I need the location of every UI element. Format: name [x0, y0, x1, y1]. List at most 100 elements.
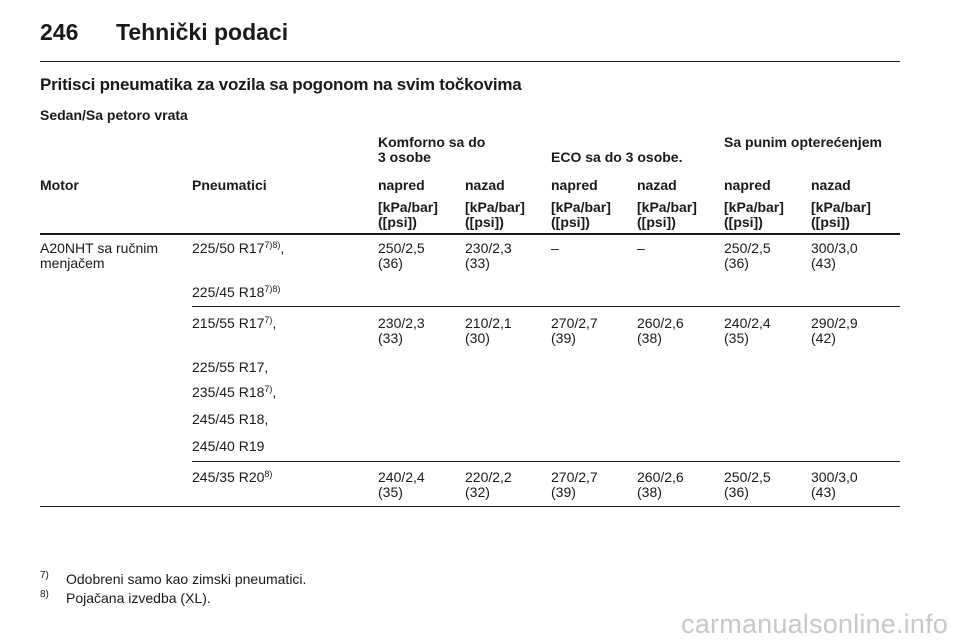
- pressure-cell: 250/2,5 (36): [724, 241, 771, 271]
- pressure-value: 250/2,5: [724, 469, 771, 485]
- pressure-psi: (42): [811, 330, 836, 346]
- column-header-rear: nazad: [637, 177, 677, 193]
- pressure-cell: 240/2,4 (35): [724, 316, 771, 346]
- pressure-psi: (35): [724, 330, 749, 346]
- unit-header: [kPa/bar] ([psi]): [724, 200, 784, 230]
- unit-header: [kPa/bar] ([psi]): [378, 200, 438, 230]
- unit-label: [kPa/bar]: [637, 199, 697, 215]
- motor-line2: menjačem: [40, 255, 105, 271]
- pressure-cell: 270/2,7 (39): [551, 316, 598, 346]
- footnote-ref: 7)8): [264, 284, 281, 294]
- pressure-cell: 250/2,5 (36): [378, 241, 425, 271]
- unit-header: [kPa/bar] ([psi]): [465, 200, 525, 230]
- unit-label-psi: ([psi]): [811, 214, 850, 230]
- unit-label-psi: ([psi]): [465, 214, 504, 230]
- column-header-front: napred: [378, 177, 425, 193]
- unit-header: [kPa/bar] ([psi]): [637, 200, 697, 230]
- group-header-komforno: Komforno sa do 3 osobe: [378, 135, 485, 165]
- tyre-size-text: 225/45 R18: [192, 284, 265, 300]
- pressure-psi: (35): [378, 484, 403, 500]
- pressure-cell: 300/3,0 (43): [811, 241, 858, 271]
- table-header-rule: [40, 233, 900, 235]
- tyre-size: 225/55 R17,: [192, 360, 268, 375]
- page-number: 246: [40, 19, 79, 45]
- pressure-value: 300/3,0: [811, 469, 858, 485]
- pressure-value: –: [551, 240, 559, 256]
- pressure-value: –: [637, 240, 645, 256]
- pressure-psi: (30): [465, 330, 490, 346]
- pressure-psi: (39): [551, 330, 576, 346]
- pressure-value: 250/2,5: [724, 240, 771, 256]
- footnote-mark: 8): [40, 589, 49, 600]
- pressure-value: 240/2,4: [378, 469, 425, 485]
- group-divider: [192, 306, 900, 307]
- unit-label: [kPa/bar]: [811, 199, 871, 215]
- pressure-psi: (39): [551, 484, 576, 500]
- pressure-value: 260/2,6: [637, 315, 684, 331]
- pressure-cell: 290/2,9 (42): [811, 316, 858, 346]
- tyre-size-text: 245/40 R19: [192, 438, 265, 454]
- pressure-value: 230/2,3: [378, 315, 425, 331]
- pressure-cell: 270/2,7 (39): [551, 470, 598, 500]
- pressure-psi: (36): [378, 255, 403, 271]
- tyre-size-separator: ,: [280, 240, 285, 256]
- motor-line1: A20NHT sa ručnim: [40, 240, 159, 256]
- tyre-size: 215/55 R177),: [192, 316, 276, 331]
- pressure-value: 300/3,0: [811, 240, 858, 256]
- tyre-size: 225/45 R187)8): [192, 285, 280, 300]
- unit-label-psi: ([psi]): [724, 214, 763, 230]
- column-header-rear: nazad: [465, 177, 505, 193]
- watermark: carmanualsonline.info: [681, 609, 948, 639]
- chapter-title: Tehnički podaci: [116, 19, 289, 45]
- column-header-motor: Motor: [40, 177, 79, 193]
- pressure-value: 220/2,2: [465, 469, 512, 485]
- section-title: Pritisci pneumatika za vozila sa pogonom…: [40, 75, 522, 94]
- pressure-cell: 260/2,6 (38): [637, 470, 684, 500]
- column-header-front: napred: [724, 177, 771, 193]
- unit-label: [kPa/bar]: [551, 199, 611, 215]
- tyre-size: 245/40 R19: [192, 439, 264, 454]
- group-header-eco: ECO sa do 3 osobe.: [551, 149, 683, 165]
- group-header-komforno-line2: 3 osobe: [378, 149, 431, 165]
- pressure-value: 240/2,4: [724, 315, 771, 331]
- pressure-value: 230/2,3: [465, 240, 512, 256]
- footnote-text: Pojačana izvedba (XL).: [66, 590, 211, 606]
- column-header-tyres: Pneumatici: [192, 177, 267, 193]
- pressure-psi: (33): [378, 330, 403, 346]
- tyre-size-text: 215/55 R17: [192, 315, 265, 331]
- unit-label-psi: ([psi]): [637, 214, 676, 230]
- unit-label-psi: ([psi]): [378, 214, 417, 230]
- footnote-text: Odobreni samo kao zimski pneumatici.: [66, 571, 307, 587]
- pressure-value: 290/2,9: [811, 315, 858, 331]
- unit-label: [kPa/bar]: [724, 199, 784, 215]
- group-header-komforno-line1: Komforno sa do: [378, 134, 486, 150]
- tyre-size: 245/35 R208): [192, 470, 272, 485]
- pressure-cell: 260/2,6 (38): [637, 316, 684, 346]
- footnote-ref: 7): [264, 315, 273, 325]
- tyre-size: 225/50 R177)8),: [192, 241, 284, 256]
- footnote-ref: 8): [264, 469, 273, 479]
- tyre-size-separator: ,: [272, 384, 277, 400]
- unit-header: [kPa/bar] ([psi]): [811, 200, 871, 230]
- pressure-psi: (43): [811, 484, 836, 500]
- unit-label: [kPa/bar]: [465, 199, 525, 215]
- pressure-psi: (43): [811, 255, 836, 271]
- pressure-cell: 220/2,2 (32): [465, 470, 512, 500]
- header-rule: [40, 61, 900, 62]
- pressure-psi: (38): [637, 484, 662, 500]
- pressure-psi: (33): [465, 255, 490, 271]
- pressure-value: 250/2,5: [378, 240, 425, 256]
- pressure-cell: 240/2,4 (35): [378, 470, 425, 500]
- tyre-size-text: 225/55 R17,: [192, 359, 269, 375]
- pressure-value: 270/2,7: [551, 315, 598, 331]
- footnote-ref: 7)8): [264, 240, 281, 250]
- tyre-size-text: 245/35 R20: [192, 469, 265, 485]
- unit-header: [kPa/bar] ([psi]): [551, 200, 611, 230]
- pressure-psi: (38): [637, 330, 662, 346]
- column-header-rear: nazad: [811, 177, 851, 193]
- pressure-psi: (36): [724, 255, 749, 271]
- pressure-cell: 230/2,3 (33): [465, 241, 512, 271]
- pressure-value: 210/2,1: [465, 315, 512, 331]
- group-header-full-load: Sa punim opterećenjem: [724, 134, 882, 150]
- table-bottom-rule: [40, 506, 900, 507]
